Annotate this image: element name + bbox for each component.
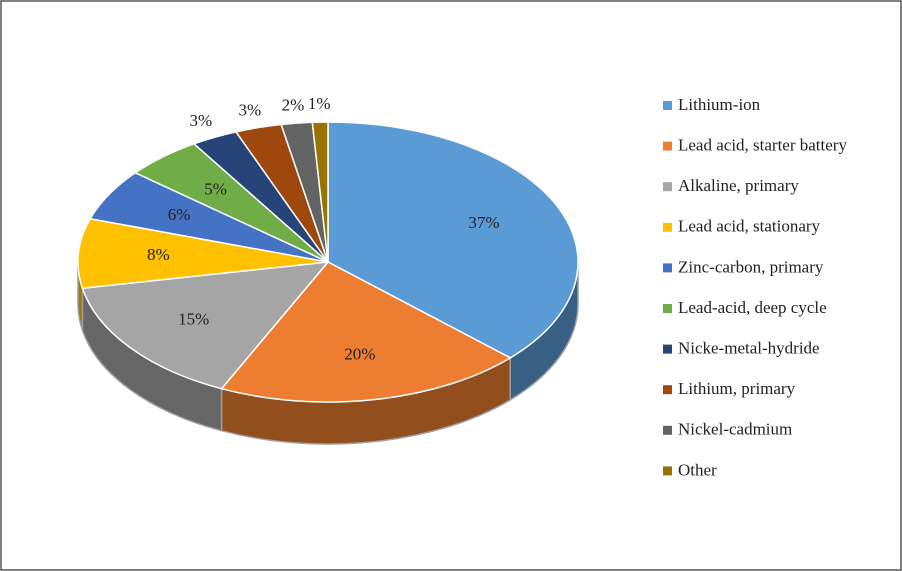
pie-slice [220, 261, 512, 403]
data-label: 5% [204, 179, 227, 198]
legend-swatch [663, 222, 672, 232]
pie-slice [81, 261, 330, 390]
legend-swatch [663, 101, 672, 110]
legend-swatch [663, 344, 672, 354]
legend-swatch [663, 141, 672, 151]
data-label: 15% [178, 309, 209, 328]
legend-swatch [663, 182, 672, 192]
legend-label: Lead-acid, deep cycle [678, 298, 827, 317]
data-label: 6% [168, 205, 191, 224]
data-label: 1% [308, 94, 331, 113]
pie-slice [77, 217, 329, 290]
legend-label: Alkaline, primary [678, 176, 799, 195]
legend-label: Nickel-cadmium [678, 420, 792, 439]
pie-slice [327, 121, 579, 359]
pie-tops [77, 121, 579, 403]
data-label: 2% [282, 95, 305, 114]
legend-swatch [663, 425, 672, 435]
data-label: 37% [468, 213, 499, 232]
data-label: 8% [147, 245, 170, 264]
legend-label: Lead acid, stationary [678, 217, 821, 236]
legend-swatch [663, 304, 672, 313]
legend-swatch [663, 263, 672, 273]
data-label: 3% [190, 111, 213, 130]
data-label: 3% [239, 100, 262, 119]
legend-label: Lithium-ion [678, 95, 761, 114]
legend-swatch [663, 385, 672, 395]
legend-label: Lithium, primary [678, 379, 796, 398]
legend-label: Zinc-carbon, primary [678, 257, 824, 276]
data-label: 20% [344, 344, 375, 363]
legend-label: Lead acid, starter battery [678, 136, 847, 155]
legend-label: Nicke-metal-hydride [678, 339, 820, 358]
legend-swatch [663, 466, 672, 476]
pie-slice [311, 121, 329, 263]
legend-label: Other [678, 460, 717, 479]
